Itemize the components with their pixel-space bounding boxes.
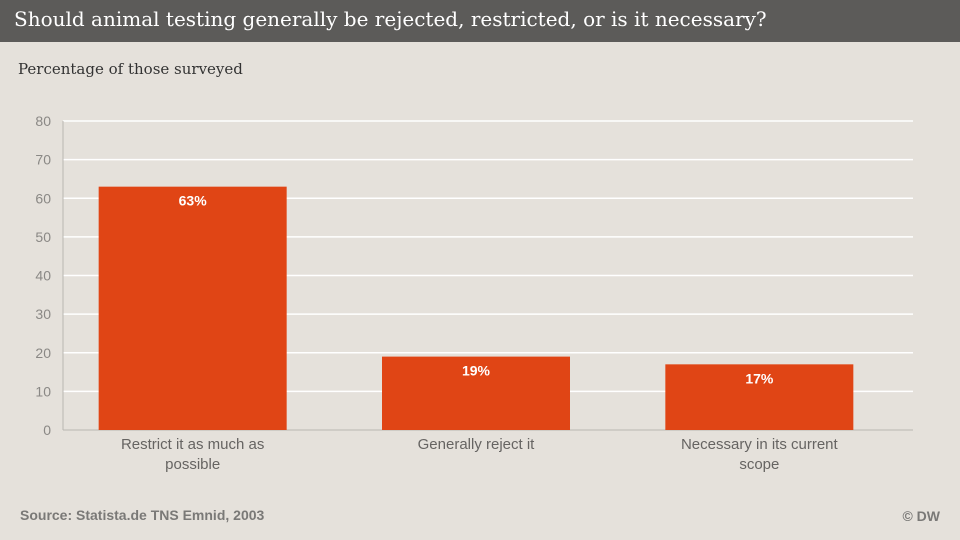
bar-data-label: 19% xyxy=(462,363,491,379)
x-category-label: possible xyxy=(165,456,220,473)
y-tick-label: 40 xyxy=(35,268,51,284)
y-tick-label: 30 xyxy=(35,306,51,322)
chart-subtitle: Percentage of those surveyed xyxy=(18,60,243,78)
y-tick-label: 60 xyxy=(35,190,51,206)
x-category-label: Necessary in its current xyxy=(681,436,839,453)
bar xyxy=(382,356,570,430)
y-tick-label: 70 xyxy=(35,152,51,168)
source-note: Source: Statista.de TNS Emnid, 2003 xyxy=(20,507,265,523)
x-category-label: Restrict it as much as xyxy=(121,436,264,453)
bar-data-label: 17% xyxy=(745,370,774,386)
chart-title: Should animal testing generally be rejec… xyxy=(14,7,767,31)
x-category-label: Generally reject it xyxy=(418,436,536,453)
y-tick-label: 50 xyxy=(35,229,51,245)
bar xyxy=(98,186,287,430)
y-tick-label: 10 xyxy=(35,383,51,399)
chart-header: Should animal testing generally be rejec… xyxy=(0,0,960,42)
y-tick-label: 20 xyxy=(35,345,51,361)
y-tick-label: 0 xyxy=(43,422,51,438)
y-tick-label: 80 xyxy=(35,113,51,129)
dw-logo: © DW xyxy=(902,508,940,524)
x-category-label: scope xyxy=(739,456,779,473)
bar xyxy=(665,364,854,430)
bar-data-label: 63% xyxy=(179,193,208,209)
